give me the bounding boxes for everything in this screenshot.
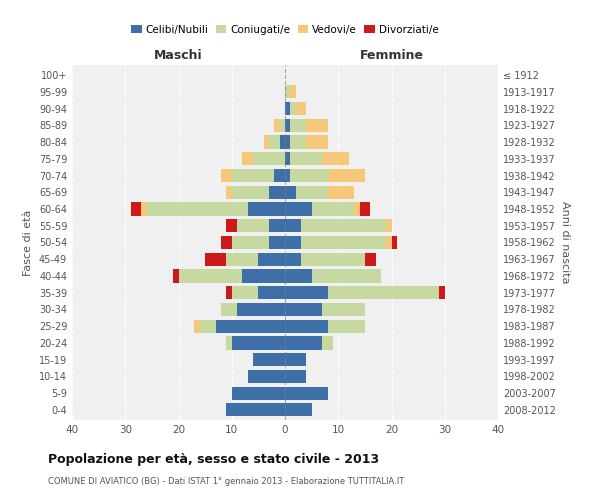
Bar	[307, 136, 328, 148]
Bar	[221, 169, 232, 182]
Bar	[221, 303, 237, 316]
Bar	[285, 386, 328, 400]
Bar	[392, 236, 397, 249]
Bar	[285, 353, 307, 366]
Bar	[179, 270, 242, 282]
Bar	[141, 202, 146, 215]
Bar	[269, 136, 280, 148]
Bar	[301, 236, 386, 249]
Bar	[290, 152, 322, 166]
Bar	[290, 102, 296, 115]
Y-axis label: Anni di nascita: Anni di nascita	[560, 201, 569, 284]
Bar	[226, 286, 232, 300]
Bar	[269, 236, 285, 249]
Bar	[205, 252, 226, 266]
Bar	[285, 236, 301, 249]
Bar	[232, 286, 259, 300]
Bar	[226, 219, 237, 232]
Bar	[285, 86, 290, 98]
Text: COMUNE DI AVIATICO (BG) - Dati ISTAT 1° gennaio 2013 - Elaborazione TUTTITALIA.I: COMUNE DI AVIATICO (BG) - Dati ISTAT 1° …	[48, 478, 404, 486]
Bar	[232, 236, 269, 249]
Bar	[253, 152, 285, 166]
Bar	[269, 186, 285, 199]
Bar	[221, 236, 232, 249]
Bar	[285, 119, 290, 132]
Bar	[322, 303, 365, 316]
Bar	[311, 202, 354, 215]
Bar	[285, 320, 328, 333]
Bar	[232, 169, 274, 182]
Bar	[285, 152, 290, 166]
Bar	[290, 86, 296, 98]
Bar	[290, 169, 328, 182]
Bar	[301, 252, 365, 266]
Bar	[328, 286, 439, 300]
Bar	[146, 202, 248, 215]
Bar	[322, 336, 333, 349]
Bar	[290, 119, 307, 132]
Bar	[285, 336, 322, 349]
Bar	[328, 186, 354, 199]
Bar	[194, 320, 200, 333]
Text: Popolazione per età, sesso e stato civile - 2013: Popolazione per età, sesso e stato civil…	[48, 452, 379, 466]
Bar	[131, 202, 141, 215]
Bar	[285, 303, 322, 316]
Bar	[280, 136, 285, 148]
Bar	[285, 102, 290, 115]
Bar	[226, 336, 232, 349]
Bar	[307, 119, 328, 132]
Bar	[274, 169, 285, 182]
Bar	[359, 202, 370, 215]
Bar	[248, 202, 285, 215]
Bar	[285, 169, 290, 182]
Bar	[226, 186, 232, 199]
Bar	[200, 320, 216, 333]
Bar	[226, 252, 259, 266]
Bar	[301, 219, 386, 232]
Bar	[259, 286, 285, 300]
Bar	[259, 252, 285, 266]
Text: Femmine: Femmine	[359, 50, 424, 62]
Bar	[253, 353, 285, 366]
Bar	[285, 270, 311, 282]
Bar	[242, 152, 253, 166]
Bar	[285, 136, 290, 148]
Bar	[269, 219, 285, 232]
Bar	[274, 119, 280, 132]
Bar	[237, 303, 285, 316]
Bar	[173, 270, 179, 282]
Bar	[237, 219, 269, 232]
Y-axis label: Fasce di età: Fasce di età	[23, 210, 33, 276]
Bar	[290, 136, 307, 148]
Bar	[280, 119, 285, 132]
Bar	[386, 236, 392, 249]
Text: Maschi: Maschi	[154, 50, 203, 62]
Bar	[248, 370, 285, 383]
Bar	[232, 186, 269, 199]
Bar	[232, 336, 285, 349]
Bar	[285, 286, 328, 300]
Bar	[285, 219, 301, 232]
Bar	[386, 219, 392, 232]
Bar	[311, 270, 381, 282]
Bar	[285, 252, 301, 266]
Bar	[285, 186, 296, 199]
Bar	[328, 169, 365, 182]
Bar	[365, 252, 376, 266]
Bar	[226, 404, 285, 416]
Bar	[296, 102, 306, 115]
Bar	[322, 152, 349, 166]
Bar	[242, 270, 285, 282]
Legend: Celibi/Nubili, Coniugati/e, Vedovi/e, Divorziati/e: Celibi/Nubili, Coniugati/e, Vedovi/e, Di…	[127, 20, 443, 39]
Bar	[296, 186, 328, 199]
Bar	[285, 404, 311, 416]
Bar	[285, 370, 307, 383]
Bar	[232, 386, 285, 400]
Bar	[354, 202, 359, 215]
Bar	[285, 202, 311, 215]
Bar	[216, 320, 285, 333]
Bar	[264, 136, 269, 148]
Bar	[439, 286, 445, 300]
Bar	[328, 320, 365, 333]
